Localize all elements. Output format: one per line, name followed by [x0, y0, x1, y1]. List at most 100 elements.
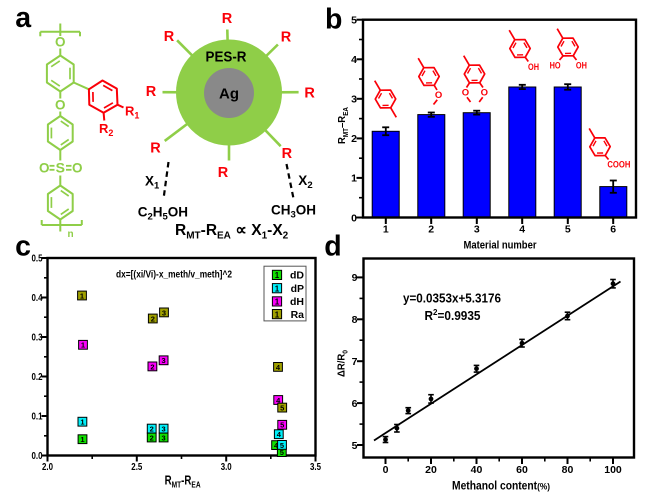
svg-text:c: c [15, 230, 31, 262]
svg-text:1: 1 [80, 291, 84, 300]
svg-text:O: O [55, 35, 66, 50]
svg-text:R2=0.9935: R2=0.9935 [425, 307, 481, 323]
svg-text:O: O [462, 87, 469, 98]
svg-text:0.5: 0.5 [32, 253, 43, 264]
svg-text:2: 2 [150, 433, 154, 442]
svg-text:R: R [164, 29, 175, 45]
svg-text:dD: dD [290, 270, 304, 282]
svg-text:R: R [282, 146, 293, 162]
svg-text:3: 3 [162, 433, 166, 442]
svg-text:R: R [222, 11, 233, 27]
svg-text:5: 5 [280, 448, 284, 457]
svg-text:60: 60 [516, 464, 528, 476]
svg-text:1: 1 [80, 418, 84, 427]
svg-text:0.3: 0.3 [32, 332, 43, 343]
svg-text:0.4: 0.4 [32, 293, 43, 304]
svg-text:5: 5 [280, 421, 284, 430]
svg-text:0.1: 0.1 [32, 411, 43, 422]
svg-text:2: 2 [428, 224, 434, 236]
svg-text:O: O [39, 161, 50, 176]
svg-text:HO: HO [550, 61, 561, 72]
svg-text:R2: R2 [99, 121, 113, 138]
svg-text:3: 3 [162, 308, 166, 317]
svg-text:2: 2 [150, 362, 154, 371]
svg-text:CH3OH: CH3OH [271, 203, 316, 221]
svg-text:d: d [324, 230, 341, 262]
svg-text:40: 40 [471, 464, 483, 476]
svg-text:dH: dH [290, 296, 304, 308]
svg-text:R: R [218, 165, 229, 181]
svg-text:2: 2 [351, 133, 357, 145]
svg-text:4: 4 [276, 396, 281, 405]
svg-text:PES-R: PES-R [206, 49, 248, 65]
svg-text:O: O [435, 90, 442, 101]
svg-text:3: 3 [162, 425, 166, 434]
svg-text:1: 1 [80, 435, 84, 444]
svg-text:y=0.0353x+5.3176: y=0.0353x+5.3176 [403, 292, 501, 306]
svg-text:Methanol content(%): Methanol content(%) [452, 479, 550, 493]
svg-text:0.2: 0.2 [32, 372, 43, 383]
svg-text:R: R [304, 85, 315, 101]
svg-text:8: 8 [352, 314, 358, 326]
svg-text:dP: dP [291, 283, 304, 295]
svg-text:Ra: Ra [291, 309, 305, 321]
svg-text:3.5: 3.5 [310, 462, 321, 473]
svg-text:O: O [72, 161, 83, 176]
svg-text:80: 80 [562, 464, 574, 476]
svg-text:2.0: 2.0 [42, 462, 53, 473]
svg-text:X1: X1 [145, 174, 160, 192]
svg-text:1: 1 [275, 298, 280, 307]
svg-text:C2H5OH: C2H5OH [138, 205, 188, 223]
svg-text:X2: X2 [298, 173, 312, 191]
svg-text:20: 20 [425, 464, 437, 476]
svg-text:3.0: 3.0 [221, 462, 232, 473]
svg-text:a: a [15, 2, 32, 34]
svg-text:2: 2 [150, 425, 154, 434]
svg-text:0.0: 0.0 [32, 451, 43, 462]
svg-text:2.5: 2.5 [131, 462, 142, 473]
svg-text:RMT-REA: RMT-REA [165, 474, 201, 490]
svg-text:1: 1 [275, 271, 280, 280]
svg-text:100: 100 [604, 464, 622, 476]
svg-text:Material number: Material number [464, 240, 538, 252]
svg-text:5: 5 [565, 224, 571, 236]
svg-text:OH: OH [576, 61, 587, 72]
svg-text:R: R [146, 84, 157, 100]
svg-text:1: 1 [81, 341, 85, 350]
svg-text:5: 5 [352, 440, 358, 452]
svg-text:O: O [55, 98, 66, 113]
svg-text:RMT-REA ∝ X1-X2: RMT-REA ∝ X1-X2 [175, 222, 289, 242]
svg-text:n: n [68, 229, 74, 240]
svg-text:O: O [481, 87, 488, 98]
svg-text:COOH: COOH [607, 160, 630, 171]
svg-text:7: 7 [352, 356, 358, 368]
svg-text:5: 5 [351, 15, 357, 27]
svg-text:1: 1 [383, 224, 389, 236]
svg-text:b: b [325, 3, 342, 35]
svg-text:3: 3 [162, 356, 166, 365]
svg-text:0: 0 [383, 464, 389, 476]
svg-text:1: 1 [275, 284, 280, 293]
svg-text:2: 2 [151, 314, 155, 323]
svg-text:4: 4 [519, 224, 525, 236]
svg-text:5: 5 [280, 441, 284, 450]
svg-text:6: 6 [610, 224, 616, 236]
svg-text:dx=[(xi/Vi)-x_meth/v_meth]^2: dx=[(xi/Vi)-x_meth/v_meth]^2 [116, 270, 232, 281]
svg-text:R: R [281, 30, 292, 46]
svg-text:5: 5 [280, 404, 284, 413]
svg-text:RMT–REA: RMT–REA [336, 107, 350, 144]
svg-text:S: S [56, 160, 65, 176]
svg-text:R: R [150, 141, 161, 157]
svg-text:3: 3 [351, 94, 357, 106]
svg-text:6: 6 [352, 398, 358, 410]
svg-text:4: 4 [276, 363, 281, 372]
svg-text:1: 1 [351, 173, 357, 185]
svg-text:1: 1 [275, 310, 280, 319]
svg-text:Ag: Ag [219, 86, 239, 103]
svg-text:OH: OH [528, 62, 539, 73]
svg-text:4: 4 [351, 54, 357, 66]
svg-text:3: 3 [474, 224, 480, 236]
svg-text:9: 9 [352, 272, 358, 284]
svg-text:R1: R1 [125, 104, 139, 121]
svg-text:4: 4 [277, 430, 282, 439]
